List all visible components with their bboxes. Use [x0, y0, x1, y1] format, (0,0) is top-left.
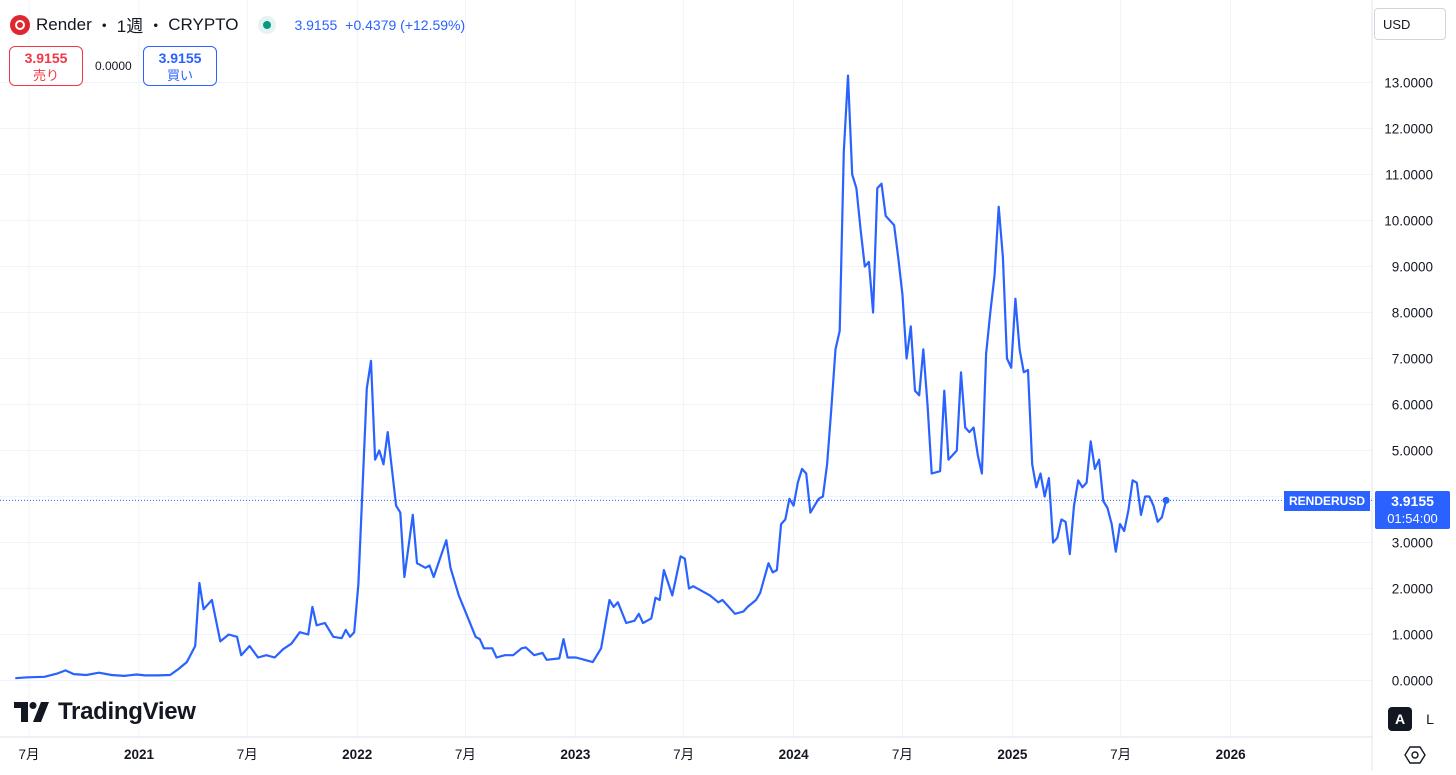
symbol-title[interactable]: Render ・ 1週 ・ CRYPTO	[10, 12, 238, 37]
x-tick-label: 7月	[892, 747, 913, 762]
y-tick-label: 9.0000	[1392, 260, 1433, 275]
render-logo-icon	[10, 14, 30, 35]
symbol-name: Render	[36, 14, 92, 34]
live-status-icon	[258, 15, 277, 34]
x-tick-label: 2026	[1216, 747, 1247, 762]
sell-label: 売り	[32, 68, 59, 83]
sell-price: 3.9155	[24, 50, 68, 66]
spread-value: 0.0000	[95, 59, 132, 73]
separator: ・	[95, 17, 113, 36]
y-tick-label: 5.0000	[1392, 444, 1433, 459]
x-tick-label: 2024	[779, 747, 810, 762]
symbol-legend: Render ・ 1週 ・ CRYPTO 3.9155 +0.4379 (+12…	[10, 12, 465, 37]
logo-text: TradingView	[58, 698, 196, 725]
last-price: 3.9155	[294, 16, 338, 33]
last-price-tag: 3.9155 01:54:00	[1375, 491, 1450, 529]
y-tick-label: 3.0000	[1392, 536, 1433, 551]
bar-countdown: 01:54:00	[1387, 511, 1438, 526]
x-tick-label: 2022	[342, 747, 372, 762]
interval: 1週	[116, 17, 144, 36]
last-price-value: 3.9155	[1391, 493, 1434, 509]
tradingview-logo[interactable]: TradingView	[14, 698, 196, 726]
y-tick-label: 0.0000	[1392, 674, 1433, 689]
y-tick-label: 2.0000	[1392, 582, 1433, 597]
auto-scale-button[interactable]: A	[1388, 707, 1412, 731]
y-tick-label: 1.0000	[1392, 628, 1433, 643]
x-tick-label: 7月	[673, 747, 694, 762]
currency-selector[interactable]: USD	[1374, 8, 1446, 40]
time-axis[interactable]: 7月 2021 7月 2022 7月 2023 7月 2024 7月 2025 7月 2026	[18, 747, 1246, 762]
buy-button[interactable]: 3.9155 買い	[143, 46, 217, 86]
x-tick-label: 7月	[455, 747, 476, 762]
tradingview-logo-icon	[14, 702, 49, 722]
price-axis[interactable]: 13.0000 12.0000 11.0000 10.0000 9.0000 8.0000…	[1384, 76, 1433, 689]
series-line	[15, 74, 1168, 680]
x-tick-label: 7月	[1110, 747, 1131, 762]
last-point	[1162, 496, 1170, 504]
x-tick-label: 2025	[997, 747, 1028, 762]
x-tick-label: 7月	[237, 747, 258, 762]
log-scale-button[interactable]: L	[1418, 707, 1442, 731]
y-tick-label: 7.0000	[1392, 352, 1433, 367]
x-tick-label: 2021	[124, 747, 155, 762]
y-tick-label: 13.0000	[1384, 76, 1433, 91]
settings-icon[interactable]	[1403, 744, 1427, 766]
buy-price: 3.9155	[158, 50, 202, 66]
exchange: CRYPTO	[168, 14, 239, 34]
y-tick-label: 10.0000	[1384, 214, 1433, 229]
y-tick-label: 11.0000	[1385, 168, 1433, 183]
grid	[0, 0, 1372, 737]
buy-label: 買い	[166, 68, 193, 83]
price-change: +0.4379 (+12.59%)	[345, 16, 466, 33]
symbol-price-tag: RENDERUSD	[1284, 491, 1370, 511]
x-tick-label: 7月	[18, 747, 39, 762]
y-tick-label: 12.0000	[1384, 122, 1433, 137]
sell-button[interactable]: 3.9155 売り	[9, 46, 83, 86]
y-tick-label: 6.0000	[1392, 398, 1433, 413]
separator: ・	[147, 17, 165, 36]
x-tick-label: 2023	[560, 747, 591, 762]
y-tick-label: 8.0000	[1392, 306, 1433, 321]
